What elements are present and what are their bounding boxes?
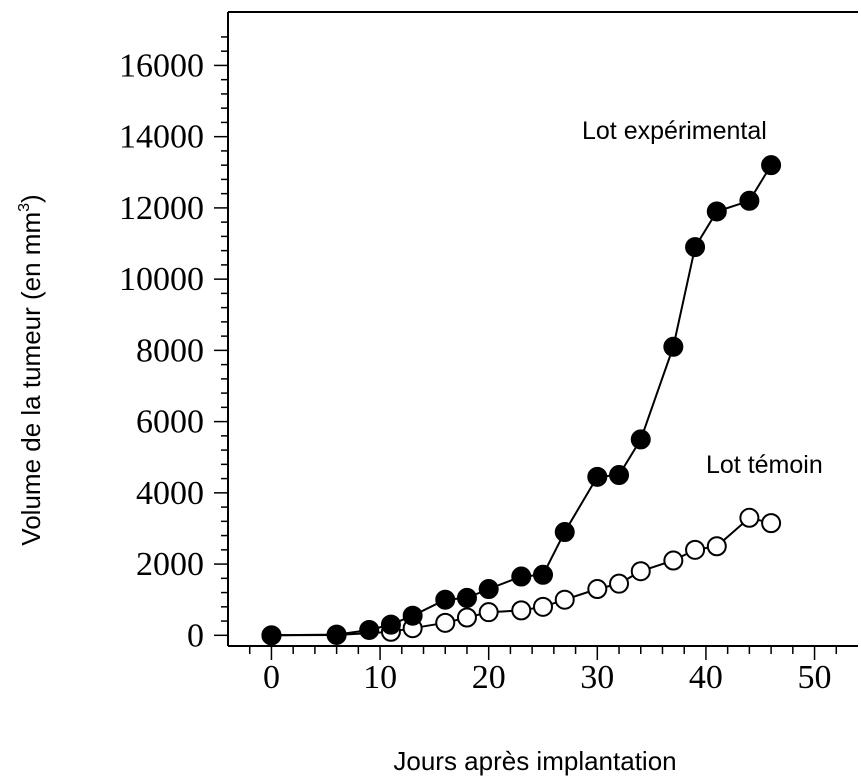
data-point-series-1 xyxy=(554,589,575,610)
y-tick-label: 0 xyxy=(187,617,204,654)
data-point-series-0 xyxy=(663,336,684,357)
data-point-series-1 xyxy=(511,600,532,621)
y-axis-title-superscript: 3 xyxy=(16,203,33,212)
series-line-0 xyxy=(271,164,772,637)
data-point-series-0 xyxy=(456,587,477,608)
series-label-control: Lot témoin xyxy=(706,451,823,479)
data-point-series-1 xyxy=(685,539,706,560)
x-tick-labels: 0 10 20 30 40 50 xyxy=(263,659,832,696)
y-axis-title-main: Volume de la tumeur (en mm xyxy=(16,212,46,546)
x-tick-label: 20 xyxy=(472,659,506,696)
data-point-series-0 xyxy=(554,522,575,543)
data-point-series-1 xyxy=(435,612,456,633)
data-point-series-0 xyxy=(326,624,347,645)
x-tick-label: 40 xyxy=(689,659,723,696)
x-axis-title: Jours après implantation xyxy=(393,746,676,776)
x-tick-label: 0 xyxy=(263,659,280,696)
data-point-series-0 xyxy=(533,564,553,585)
y-axis-title: Volume de la tumeur (en mm3) xyxy=(16,194,46,545)
y-tick-label: 14000 xyxy=(119,119,204,156)
y-axis-title-end: ) xyxy=(16,194,46,203)
data-point-series-0 xyxy=(511,566,532,587)
data-point-series-0 xyxy=(261,625,282,646)
data-point-series-0 xyxy=(685,237,706,258)
y-tick-label: 8000 xyxy=(136,332,204,369)
axis-ticks xyxy=(214,36,838,660)
axes-frame xyxy=(227,11,858,647)
x-tick-label: 50 xyxy=(798,659,832,696)
data-point-series-0 xyxy=(380,614,401,635)
series-lines xyxy=(271,164,772,637)
series-points xyxy=(261,155,782,646)
y-tick-label: 16000 xyxy=(119,47,204,84)
data-point-series-1 xyxy=(739,507,760,528)
data-point-series-1 xyxy=(533,596,553,617)
data-point-series-0 xyxy=(761,155,782,176)
x-tick-label: 30 xyxy=(580,659,614,696)
data-point-series-1 xyxy=(663,550,684,571)
series-label-experimental: Lot expérimental xyxy=(582,117,767,145)
data-point-series-1 xyxy=(587,579,608,600)
data-point-series-0 xyxy=(609,465,630,486)
y-tick-label: 4000 xyxy=(136,475,204,512)
data-point-series-0 xyxy=(739,190,760,211)
data-point-series-1 xyxy=(706,536,727,557)
data-point-series-1 xyxy=(609,573,630,594)
data-point-series-1 xyxy=(478,602,499,623)
data-point-series-0 xyxy=(587,466,608,487)
data-point-series-1 xyxy=(630,561,651,582)
data-point-series-1 xyxy=(761,513,782,534)
data-point-series-0 xyxy=(706,201,727,222)
data-point-series-0 xyxy=(435,589,456,610)
data-point-series-0 xyxy=(630,429,651,450)
y-tick-labels: 0 2000 4000 6000 8000 10000 12000 14000 16000 xyxy=(119,47,204,654)
y-tick-label: 2000 xyxy=(136,546,204,583)
data-point-series-0 xyxy=(359,619,380,640)
y-tick-label: 12000 xyxy=(119,190,204,227)
data-point-series-0 xyxy=(478,579,499,600)
data-point-series-0 xyxy=(402,605,423,626)
x-tick-label: 10 xyxy=(363,659,397,696)
data-point-series-1 xyxy=(456,607,477,628)
y-tick-label: 10000 xyxy=(119,261,204,298)
y-tick-label: 6000 xyxy=(136,404,204,441)
